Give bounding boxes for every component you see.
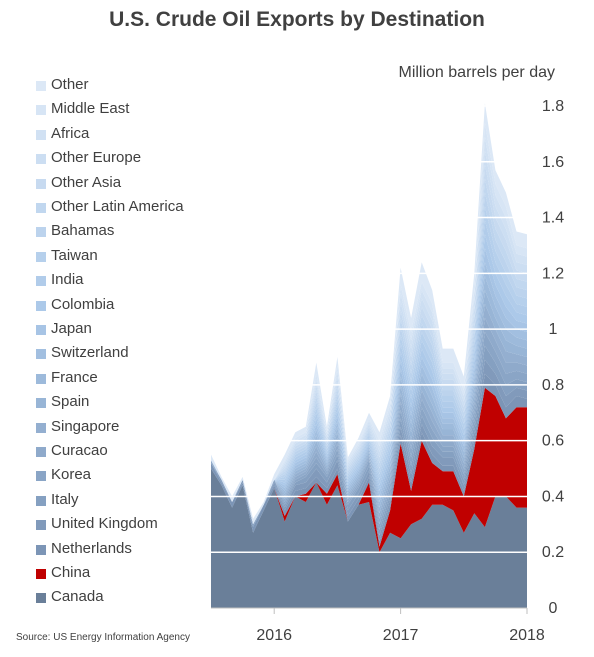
area-netherlands: [211, 373, 527, 547]
legend-swatch: [36, 569, 46, 579]
legend-swatch: [36, 398, 46, 409]
legend-label: Korea: [51, 466, 92, 484]
y-tick-label: 1.4: [542, 210, 564, 227]
y-tick-label: 1.6: [542, 154, 564, 171]
legend-swatch: [36, 325, 46, 335]
legend-swatch: [36, 373, 46, 384]
legend-label: Africa: [51, 124, 90, 142]
area-canada: [211, 468, 527, 608]
legend-label: Canada: [51, 588, 104, 606]
x-tick-label: 2018: [509, 627, 545, 644]
x-tick-label: 2017: [383, 627, 419, 644]
legend-swatch: [36, 227, 46, 238]
area-china: [211, 387, 527, 553]
legend-label: Bahamas: [51, 222, 115, 240]
legend-swatch: [36, 544, 46, 555]
legend-swatch: [36, 276, 46, 287]
legend-swatch: [36, 520, 46, 531]
y-tick-label: 0.4: [542, 488, 564, 505]
legend-label: United Kingdom: [51, 515, 158, 533]
legend-label: Other Europe: [51, 149, 142, 167]
legend-label: Switzerland: [51, 344, 129, 362]
legend-swatch: [36, 178, 46, 189]
x-tick-label: 2016: [256, 627, 292, 644]
legend-label: Other Latin America: [51, 198, 184, 215]
legend-swatch: [36, 300, 46, 311]
source-note: Source: US Energy Information Agency: [16, 632, 190, 643]
legend-swatch: [36, 154, 46, 165]
area-korea: [211, 331, 527, 530]
legend-label: Curacao: [51, 442, 108, 459]
y-tick-label: 1.2: [542, 265, 564, 282]
legend-label: Italy: [51, 490, 79, 508]
legend-swatch: [36, 349, 46, 360]
area-italy: [211, 345, 527, 536]
legend-swatch: [36, 81, 46, 91]
y-axis-unit-label: Million barrels per day: [398, 64, 555, 81]
legend-swatch: [36, 447, 46, 457]
legend-label: Netherlands: [51, 539, 132, 557]
legend-swatch: [36, 422, 46, 433]
legend-swatch: [36, 129, 46, 140]
legend-label: France: [51, 368, 98, 386]
legend-swatch: [36, 203, 46, 213]
y-tick-label: 1: [549, 321, 558, 338]
area-united-kingdom: [211, 359, 527, 542]
legend-swatch: [36, 495, 46, 506]
legend-label: Other Asia: [51, 173, 122, 191]
legend-label: Japan: [51, 320, 92, 337]
y-tick-label: 0.6: [542, 433, 564, 450]
y-tick-label: 0.8: [542, 377, 564, 394]
legend-label: Other: [51, 76, 89, 93]
legend-label: China: [51, 564, 91, 581]
legend-swatch: [36, 105, 46, 116]
legend-swatch: [36, 251, 46, 262]
legend-label: Colombia: [51, 295, 115, 313]
legend-swatch: [36, 471, 46, 482]
legend-label: India: [51, 271, 84, 289]
y-tick-label: 1.8: [542, 98, 564, 115]
legend-label: Spain: [51, 393, 90, 411]
y-tick-label: 0.2: [542, 544, 564, 561]
legend-label: Taiwan: [51, 246, 98, 264]
y-tick-label: 0: [549, 600, 558, 617]
legend-label: Singapore: [51, 417, 120, 435]
chart-title: U.S. Crude Oil Exports by Destination: [109, 8, 485, 31]
legend-swatch: [36, 593, 46, 604]
legend-label: Middle East: [51, 100, 130, 118]
